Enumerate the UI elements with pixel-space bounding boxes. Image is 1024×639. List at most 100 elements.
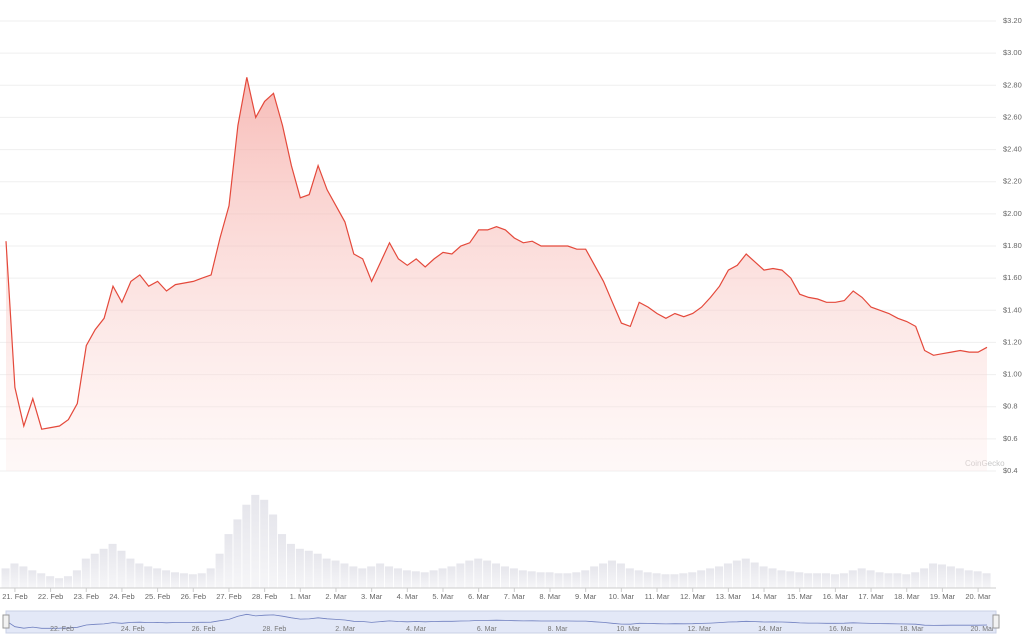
volume-bar [349,566,358,588]
navigator-label: 12. Mar [687,626,711,633]
volume-bar [518,570,527,588]
volume-bar [251,494,260,588]
volume-bar [474,558,483,588]
volume-bar [170,572,180,588]
volume-bar [777,570,786,588]
volume-bar [63,576,72,588]
y-tick-label: $0.6 [1003,434,1018,443]
volume-bar [830,574,839,588]
volume-bar [492,563,501,588]
volume-bar [536,572,545,588]
volume-bar [269,514,278,588]
x-tick-label: 20. Mar [965,592,991,601]
y-tick-label: $2.60 [1003,112,1022,121]
x-tick-label: 10. Mar [609,592,635,601]
navigator-label: 26. Feb [192,626,216,633]
navigator-label: 8. Mar [548,626,569,633]
volume-bar [90,553,99,588]
volume-bar [625,568,634,588]
volume-bar [456,563,465,588]
volume-bar [393,568,402,588]
x-tick-label: 22. Feb [38,592,63,601]
volume-bar [483,560,492,588]
x-tick-label: 25. Feb [145,592,170,601]
volume-bar [509,568,518,588]
volume-bar [233,519,242,588]
volume-bar [813,573,822,588]
x-tick-label: 23. Feb [74,592,99,601]
volume-bar [465,560,474,588]
volume-bar [759,566,768,588]
y-tick-label: $1.20 [1003,337,1022,346]
volume-bar [19,566,28,588]
volume-bar [376,563,385,588]
volume-bar [697,570,706,588]
y-tick-label: $2.20 [1003,177,1022,186]
navigator-label: 24. Feb [121,626,145,633]
volume-bar [616,563,625,588]
volume-bar [599,563,608,588]
navigator-label: 28. Feb [263,626,287,633]
navigator-label: 2. Mar [335,626,356,633]
y-tick-label: $1.00 [1003,370,1022,379]
navigator-handle [2,614,10,629]
navigator-handle [992,614,1000,629]
navigator-label: 20. Mar [971,626,995,633]
volume-bar [804,573,813,588]
volume-bar [545,572,554,588]
volume-bar [911,572,920,588]
y-tick-label: $2.00 [1003,209,1022,218]
navigator-line [5,613,988,629]
volume-bar [99,548,108,588]
volume-bar [572,572,581,588]
volume-bar [875,572,884,588]
volume-bar [706,568,715,588]
volume-bar [920,568,929,588]
y-tick-label: $3.20 [1003,16,1022,25]
volume-bar [563,573,572,588]
volume-bar [162,570,171,588]
navigator-label: 10. Mar [617,626,641,633]
volume-bar [902,574,911,588]
volume-bar [955,568,964,588]
volume-bar [714,566,724,588]
navigator-label: 6. Mar [477,626,498,633]
volume-bar [688,572,697,588]
volume-bar [670,574,679,588]
volume-bar [108,543,117,588]
x-tick-label: 18. Mar [894,592,920,601]
volume-bar [929,563,938,588]
x-tick-label: 5. Mar [432,592,454,601]
volume-bar [946,566,955,588]
volume-bar [260,499,269,588]
navigator-label: 18. Mar [900,626,924,633]
volume-bar [144,566,153,588]
x-tick-label: 2. Mar [325,592,347,601]
volume-bar [367,566,376,588]
volume-bar [55,578,64,588]
volume-bar [385,566,394,588]
volume-bar [438,568,447,588]
volume-bar [295,548,304,588]
volume-bar [242,504,251,588]
volume-bar [893,573,902,588]
x-tick-label: 1. Mar [290,592,312,601]
navigator-label: 22. Feb [50,626,74,633]
y-tick-label: $3.00 [1003,48,1022,57]
y-tick-label: $0.4 [1003,466,1018,475]
volume-bar [179,573,188,588]
volume-bar [1,568,10,588]
volume-bar [723,563,732,588]
volume-bar [937,564,946,588]
volume-bar [313,553,322,588]
volume-bar [964,570,973,588]
volume-bar [822,573,831,588]
x-tick-label: 27. Feb [216,592,241,601]
navigator-label: 14. Mar [758,626,782,633]
price-area [6,77,987,472]
x-tick-label: 11. Mar [645,592,670,601]
volume-bar [224,534,233,588]
volume-bar [643,572,652,588]
volume-bar [28,570,37,588]
